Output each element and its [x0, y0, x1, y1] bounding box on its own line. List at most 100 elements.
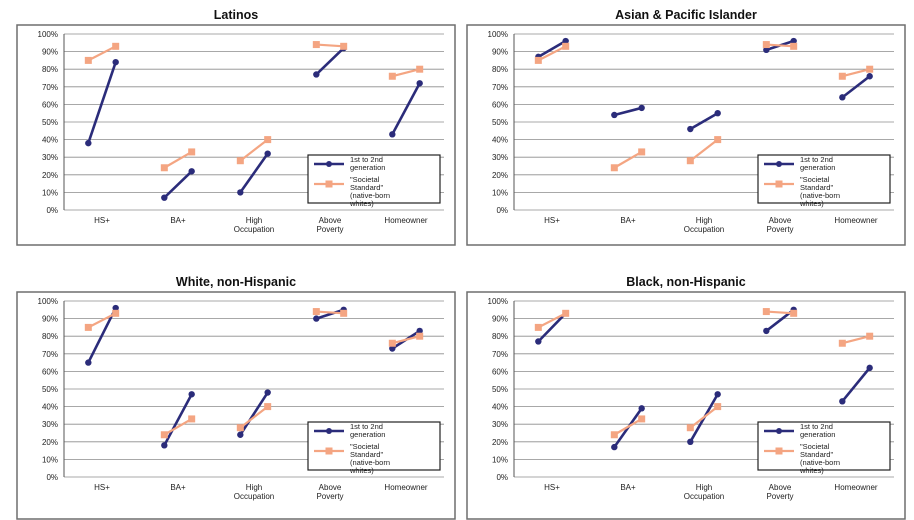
societal-standard-point-ba-start [160, 164, 168, 172]
societal-standard-point-high-occupation-start [236, 157, 244, 165]
societal-standard-point-hs-end [112, 42, 120, 50]
y-tick-label: 100% [488, 30, 508, 39]
societal-standard-point-hs-start [534, 323, 542, 331]
societal-standard-line-above-poverty [316, 43, 344, 48]
generation-point-above-poverty-start [313, 315, 320, 322]
y-tick-label: 100% [488, 297, 508, 306]
generation-point-homeowner-start [389, 345, 396, 352]
societal-standard-line-homeowner [392, 68, 420, 78]
societal-standard-point-hs-end [112, 309, 120, 317]
y-tick-label: 20% [492, 171, 508, 180]
y-tick-label: 20% [42, 438, 58, 447]
societal-standard-point-above-poverty-end [340, 309, 348, 317]
societal-standard-point-hs-end [562, 42, 570, 50]
societal-standard-line-hs [87, 312, 117, 329]
y-tick-label: 40% [492, 403, 508, 412]
generation-line-hs [537, 312, 567, 343]
y-tick-label: 10% [42, 188, 58, 197]
y-tick-label: 50% [42, 118, 58, 127]
generation-point-high-occupation-start [687, 438, 694, 445]
y-tick-label: 80% [492, 65, 508, 74]
societal-standard-point-homeowner-end [866, 65, 874, 73]
societal-standard-point-homeowner-start [838, 339, 846, 347]
generation-point-hs-end [112, 58, 119, 66]
societal-standard-point-above-poverty-end [790, 309, 798, 317]
generation-point-above-poverty-start [313, 71, 320, 78]
y-tick-label: 20% [42, 171, 58, 180]
generation-point-hs-start [535, 338, 542, 345]
societal-standard-point-ba-end [638, 415, 646, 423]
y-tick-label: 40% [492, 136, 508, 145]
y-tick-label: 60% [492, 367, 508, 376]
legend-marker-generation [326, 161, 332, 167]
y-tick-label: 90% [492, 48, 508, 57]
legend-marker-societal-standard [325, 180, 333, 188]
generation-point-high-occupation-start [687, 125, 694, 133]
societal-standard-point-hs-start [534, 56, 542, 64]
generation-point-homeowner-end [866, 73, 873, 80]
generation-point-homeowner-end [416, 80, 423, 87]
societal-standard-point-homeowner-start [838, 72, 846, 80]
societal-standard-point-ba-start [610, 164, 618, 172]
x-tick-label: Above Poverty [766, 483, 793, 501]
generation-point-above-poverty-start [763, 46, 770, 54]
societal-standard-line-hs [537, 312, 567, 329]
generation-point-homeowner-start [389, 131, 396, 138]
x-tick-label: BA+ [170, 483, 186, 492]
y-tick-label: 0% [496, 206, 508, 215]
legend-label-societal-standard: "Societal Standard" (native-born whites) [349, 442, 390, 475]
chart-panel-asian-pacific-islander: 0% 10% 20% 30% 40% 50% 60% 70% 80% 90% 100% HS+ BA+ H… [466, 24, 906, 246]
generation-line-ba [163, 393, 193, 446]
x-tick-label: Above Poverty [766, 216, 793, 234]
x-tick-label: High Occupation [234, 216, 274, 234]
generation-line-homeowner [841, 75, 871, 99]
generation-point-ba-start [161, 194, 168, 201]
societal-standard-line-high-occupation [689, 405, 719, 429]
chart-title-black-non-hispanic: Black, non-Hispanic [626, 275, 746, 289]
societal-standard-point-high-occupation-start [236, 424, 244, 432]
societal-standard-point-high-occupation-end [264, 136, 272, 144]
societal-standard-point-hs-start [84, 323, 92, 331]
x-tick-label: Homeowner [384, 216, 427, 225]
societal-standard-line-hs [537, 45, 567, 62]
societal-standard-point-high-occupation-end [714, 403, 722, 411]
y-tick-label: 70% [492, 350, 508, 359]
generation-point-high-occupation-end [714, 110, 721, 117]
y-tick-label: 0% [46, 473, 58, 482]
y-tick-label: 80% [42, 65, 58, 74]
chart-panel-black-non-hispanic: 0% 10% 20% 30% 40% 50% 60% 70% 80% 90% 100% HS+ BA+ H… [466, 291, 906, 520]
societal-standard-point-ba-end [638, 148, 646, 156]
generation-line-high-occupation [239, 391, 269, 436]
generation-point-high-occupation-end [714, 391, 721, 398]
y-tick-label: 80% [42, 332, 58, 341]
y-tick-label: 50% [492, 385, 508, 394]
societal-standard-line-high-occupation [689, 138, 719, 162]
generation-line-hs [537, 39, 567, 59]
generation-point-hs-start [85, 139, 92, 147]
y-tick-label: 70% [42, 83, 58, 92]
legend-label-societal-standard: "Societal Standard" (native-born whites) [799, 175, 840, 208]
y-tick-label: 70% [42, 350, 58, 359]
y-tick-label: 60% [492, 100, 508, 109]
x-tick-label: High Occupation [234, 483, 274, 501]
generation-line-ba [163, 170, 193, 199]
societal-standard-point-above-poverty-end [790, 42, 798, 50]
generation-point-above-poverty-start [763, 327, 770, 335]
societal-standard-point-ba-start [610, 431, 618, 439]
legend-label-societal-standard: "Societal Standard" (native-born whites) [349, 175, 390, 208]
y-tick-label: 100% [38, 30, 58, 39]
x-tick-label: High Occupation [684, 216, 724, 234]
y-tick-label: 90% [42, 48, 58, 57]
societal-standard-point-high-occupation-start [686, 424, 694, 432]
y-tick-label: 60% [42, 100, 58, 109]
societal-standard-point-homeowner-end [416, 65, 424, 73]
societal-standard-line-high-occupation [239, 405, 269, 429]
generation-point-ba-end [188, 391, 195, 398]
generation-line-above-poverty [315, 308, 345, 320]
generation-point-ba-end [188, 168, 195, 175]
generation-line-above-poverty [315, 47, 345, 76]
y-tick-label: 10% [492, 455, 508, 464]
societal-standard-point-above-poverty-start [312, 41, 320, 49]
generation-point-homeowner-end [416, 327, 423, 335]
legend-marker-societal-standard [775, 180, 783, 188]
